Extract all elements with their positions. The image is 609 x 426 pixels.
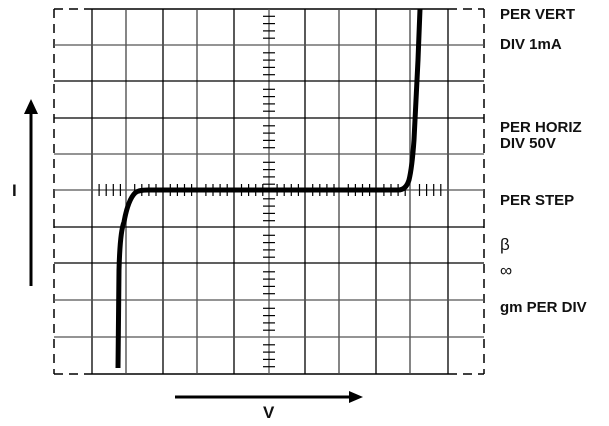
iv-trace — [115, 8, 423, 369]
per-horiz-label: PER HORIZ — [500, 119, 582, 136]
y-axis-label: I — [12, 181, 17, 200]
dashed-border — [53, 8, 485, 375]
x-axis-label: V — [263, 403, 275, 422]
per-step-label: PER STEP — [500, 192, 575, 209]
per-vert-label: PER VERT — [500, 6, 576, 23]
horiz-div-value: DIV 50V — [500, 135, 556, 152]
beta-symbol: β — [500, 235, 510, 254]
current-axis-arrow — [24, 99, 38, 286]
voltage-axis-arrow — [175, 391, 363, 403]
vert-div-value: DIV 1mA — [500, 36, 562, 53]
gm-per-div-label: gm PER DIV — [500, 299, 587, 316]
infinity-symbol: ∞ — [500, 261, 513, 280]
